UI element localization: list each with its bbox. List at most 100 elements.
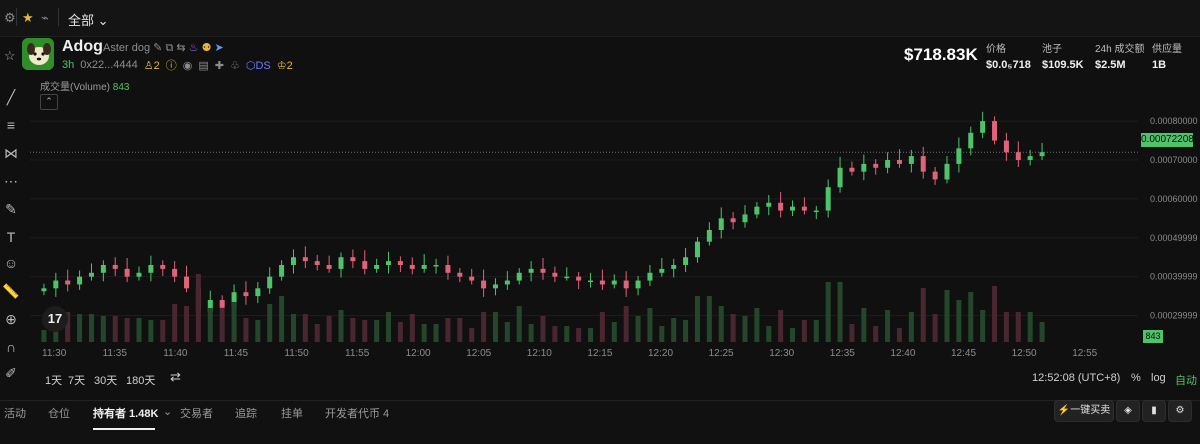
candle-body (980, 121, 986, 133)
volume-bar (231, 302, 237, 342)
candle-body (1027, 156, 1033, 160)
volume-bar (338, 310, 344, 342)
tab-holders-dropdown[interactable]: ⌄ (163, 406, 173, 418)
horizontal-lines-icon[interactable]: ≡ (6, 117, 16, 133)
stat-value: $109.5K (1042, 59, 1084, 71)
ds-badge[interactable]: ⬡DS (245, 59, 271, 72)
volume-bar (1039, 322, 1045, 342)
candle-body (53, 280, 59, 289)
candle-body (314, 261, 320, 265)
volume-bar (980, 310, 986, 342)
emoji-icon[interactable]: ☺ (3, 255, 19, 271)
range-180d[interactable]: 180天 (126, 375, 156, 387)
volume-bar (386, 312, 392, 342)
gear-button[interactable]: ⚙ (1168, 400, 1192, 422)
percent-toggle[interactable]: % (1131, 372, 1141, 384)
x-tick-label: 12:55 (1072, 348, 1097, 359)
token-name: Adog (62, 38, 103, 55)
share-icon[interactable]: ⇆ (176, 42, 186, 54)
brush-icon[interactable]: ✎ (5, 201, 17, 217)
edit-icon[interactable]: ✎ (153, 42, 163, 54)
zoom-in-icon[interactable]: ⊕ (5, 311, 17, 327)
candle-body (706, 230, 712, 242)
candle-body (374, 265, 380, 269)
candle-body (41, 288, 47, 292)
pencil-lock-icon[interactable]: ✐ (5, 365, 17, 381)
volume-bar (861, 308, 867, 342)
volume-bar (65, 312, 71, 342)
candle-body (552, 272, 558, 277)
volume-bar (409, 314, 415, 342)
pattern-icon[interactable]: ⋈ (4, 145, 18, 161)
quick-buy-button[interactable]: ⚡一键买卖 (1054, 400, 1114, 422)
x-tick-label: 11:55 (345, 348, 370, 359)
x-tick-label: 12:35 (830, 348, 855, 359)
telegram-icon[interactable]: ➤ (214, 42, 224, 54)
candle-body (433, 265, 439, 267)
candle-body (576, 276, 582, 281)
filter-dropdown[interactable]: 全部 ⌄ (68, 10, 109, 29)
settings-icon[interactable]: ⚙ (4, 10, 16, 25)
log-toggle[interactable]: log (1151, 372, 1166, 384)
volume-bar (766, 326, 772, 342)
candle-body (647, 272, 653, 281)
star-icon[interactable]: ★ (22, 10, 34, 25)
date-range-icon[interactable]: ⇄ (170, 369, 181, 384)
copy-icon[interactable]: ⧉ (165, 42, 174, 54)
price-chart[interactable]: 0.00080000 0.00070000 0.00060000 0.00049999… (30, 80, 1200, 392)
ruler-icon[interactable]: 📏 (2, 283, 20, 299)
tab-activity[interactable]: 活动 (4, 408, 26, 420)
time-readout: 12:52:08 (UTC+8) (1032, 372, 1121, 384)
volume-bar (742, 316, 748, 342)
candle-body (77, 276, 83, 285)
tab-traders[interactable]: 交易者 (180, 408, 213, 420)
candle-body (231, 292, 237, 308)
candle-body (445, 265, 451, 273)
settings-dots-button[interactable]: ◈ (1116, 400, 1140, 422)
candle-body (469, 276, 475, 281)
tradingview-logo[interactable]: 17 (42, 306, 68, 332)
stat-value: $2.5M (1095, 59, 1126, 71)
x-tick-label: 11:40 (163, 348, 188, 359)
tab-holders[interactable]: 持有者 1.48K (93, 408, 159, 420)
candle-body (184, 276, 190, 289)
panel-toggle-button[interactable]: ▮ (1142, 400, 1166, 422)
collapse-indicator-button[interactable]: ⌃ (40, 94, 58, 110)
volume-bar (421, 324, 427, 342)
volume-bar (124, 318, 130, 342)
fire-icon: ♨ (188, 42, 199, 54)
tab-positions[interactable]: 仓位 (48, 408, 70, 420)
y-tick-label: 0.00029999 (1150, 311, 1198, 321)
fib-icon[interactable]: ⋯ (4, 173, 18, 189)
candle-body (1015, 152, 1021, 160)
y-tick-label: 0.00060000 (1150, 194, 1198, 204)
text-icon[interactable]: T (6, 229, 16, 245)
token-address[interactable]: 0x22...4444 (80, 59, 138, 71)
tab-dev-tokens[interactable]: 开发者代币 4 (325, 408, 390, 420)
tab-tracking[interactable]: 追踪 (235, 408, 257, 420)
candle-body (540, 268, 546, 273)
volume-bar (1003, 312, 1009, 342)
candle-body (837, 167, 843, 188)
range-7d[interactable]: 7天 (68, 375, 86, 387)
candle-body (528, 268, 534, 273)
chart-icon[interactable]: ⌁ (41, 10, 49, 25)
favorite-star-icon[interactable]: ☆ (4, 48, 16, 63)
volume-bar (481, 312, 487, 342)
range-30d[interactable]: 30天 (94, 375, 118, 387)
volume-bar (790, 328, 796, 342)
lightning-icon: ⚡ (1057, 405, 1071, 416)
candle-body (588, 280, 594, 283)
candle-body (492, 284, 498, 289)
candle-body (790, 206, 796, 211)
candle-body (908, 156, 914, 164)
volume-bar (1015, 312, 1021, 342)
auto-toggle[interactable]: 自动 (1175, 375, 1197, 387)
tab-orders[interactable]: 挂单 (281, 408, 303, 420)
range-1d[interactable]: 1天 (45, 375, 63, 387)
candle-body (718, 218, 724, 230)
stat-value: 1B (1152, 59, 1167, 71)
magnet-icon[interactable]: ∩ (5, 339, 17, 355)
trend-line-icon[interactable]: ╱ (6, 89, 16, 105)
volume-bar (885, 310, 891, 342)
